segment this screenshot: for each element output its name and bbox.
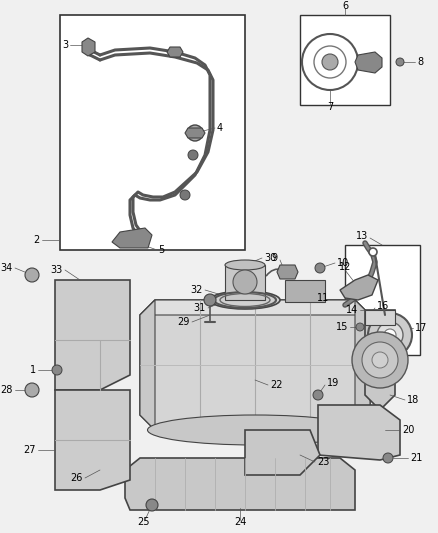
Text: 17: 17 bbox=[415, 323, 427, 333]
Circle shape bbox=[180, 190, 190, 200]
Text: 31: 31 bbox=[194, 303, 206, 313]
Text: 11: 11 bbox=[317, 293, 329, 303]
Text: 14: 14 bbox=[346, 305, 358, 315]
Bar bbox=[285, 280, 325, 302]
Circle shape bbox=[352, 332, 408, 388]
Bar bbox=[60, 15, 245, 250]
Ellipse shape bbox=[210, 291, 280, 309]
Polygon shape bbox=[112, 228, 152, 248]
Text: 9: 9 bbox=[272, 253, 278, 263]
Text: 29: 29 bbox=[178, 317, 190, 327]
Polygon shape bbox=[355, 52, 382, 73]
Circle shape bbox=[233, 270, 257, 294]
Text: 30: 30 bbox=[264, 253, 276, 263]
Text: 7: 7 bbox=[327, 102, 333, 112]
Text: 5: 5 bbox=[158, 245, 164, 255]
Polygon shape bbox=[140, 300, 370, 430]
Text: 16: 16 bbox=[377, 301, 389, 311]
Text: 22: 22 bbox=[270, 380, 283, 390]
Polygon shape bbox=[340, 275, 378, 300]
Circle shape bbox=[188, 150, 198, 160]
Text: 13: 13 bbox=[356, 231, 368, 241]
Circle shape bbox=[146, 499, 158, 511]
Circle shape bbox=[369, 248, 377, 256]
Circle shape bbox=[362, 342, 398, 378]
Polygon shape bbox=[55, 280, 130, 390]
Circle shape bbox=[313, 390, 323, 400]
Polygon shape bbox=[140, 300, 155, 430]
Circle shape bbox=[368, 313, 412, 357]
Circle shape bbox=[52, 365, 62, 375]
Text: 20: 20 bbox=[402, 425, 414, 435]
Circle shape bbox=[25, 268, 39, 282]
Circle shape bbox=[204, 294, 216, 306]
Text: 4: 4 bbox=[217, 123, 223, 133]
Polygon shape bbox=[185, 128, 205, 138]
Polygon shape bbox=[355, 300, 370, 430]
Text: 2: 2 bbox=[34, 235, 40, 245]
Polygon shape bbox=[318, 405, 400, 460]
Polygon shape bbox=[365, 310, 395, 410]
Text: 25: 25 bbox=[137, 517, 149, 527]
Text: 19: 19 bbox=[327, 378, 339, 388]
Circle shape bbox=[315, 263, 325, 273]
Ellipse shape bbox=[148, 415, 363, 445]
Circle shape bbox=[384, 329, 396, 341]
Text: 26: 26 bbox=[71, 473, 83, 483]
Polygon shape bbox=[55, 390, 130, 490]
Text: 34: 34 bbox=[1, 263, 13, 273]
Polygon shape bbox=[245, 430, 320, 475]
Text: 18: 18 bbox=[407, 395, 419, 405]
Text: 24: 24 bbox=[234, 517, 246, 527]
Ellipse shape bbox=[225, 260, 265, 270]
Polygon shape bbox=[365, 310, 395, 325]
Text: 15: 15 bbox=[336, 322, 348, 332]
Text: 32: 32 bbox=[191, 285, 203, 295]
Polygon shape bbox=[225, 265, 265, 300]
Circle shape bbox=[187, 125, 203, 141]
Text: 1: 1 bbox=[30, 365, 36, 375]
Circle shape bbox=[396, 58, 404, 66]
Circle shape bbox=[377, 322, 403, 348]
Polygon shape bbox=[167, 47, 183, 57]
Text: 28: 28 bbox=[0, 385, 13, 395]
Text: 27: 27 bbox=[24, 445, 36, 455]
Text: 10: 10 bbox=[337, 258, 349, 268]
Bar bbox=[345, 245, 420, 355]
Text: 3: 3 bbox=[62, 40, 68, 50]
Text: 21: 21 bbox=[410, 453, 422, 463]
Text: 23: 23 bbox=[317, 457, 329, 467]
Text: 8: 8 bbox=[417, 57, 423, 67]
Text: 12: 12 bbox=[339, 262, 351, 272]
Text: 33: 33 bbox=[51, 265, 63, 275]
Bar bbox=[300, 15, 390, 105]
Text: 6: 6 bbox=[342, 1, 348, 11]
Circle shape bbox=[383, 453, 393, 463]
Polygon shape bbox=[277, 265, 298, 279]
Circle shape bbox=[25, 383, 39, 397]
Polygon shape bbox=[125, 458, 355, 510]
Polygon shape bbox=[82, 38, 95, 56]
Circle shape bbox=[322, 54, 338, 70]
Circle shape bbox=[302, 34, 358, 90]
Circle shape bbox=[356, 323, 364, 331]
Circle shape bbox=[372, 352, 388, 368]
Circle shape bbox=[314, 46, 346, 78]
Polygon shape bbox=[140, 300, 370, 315]
